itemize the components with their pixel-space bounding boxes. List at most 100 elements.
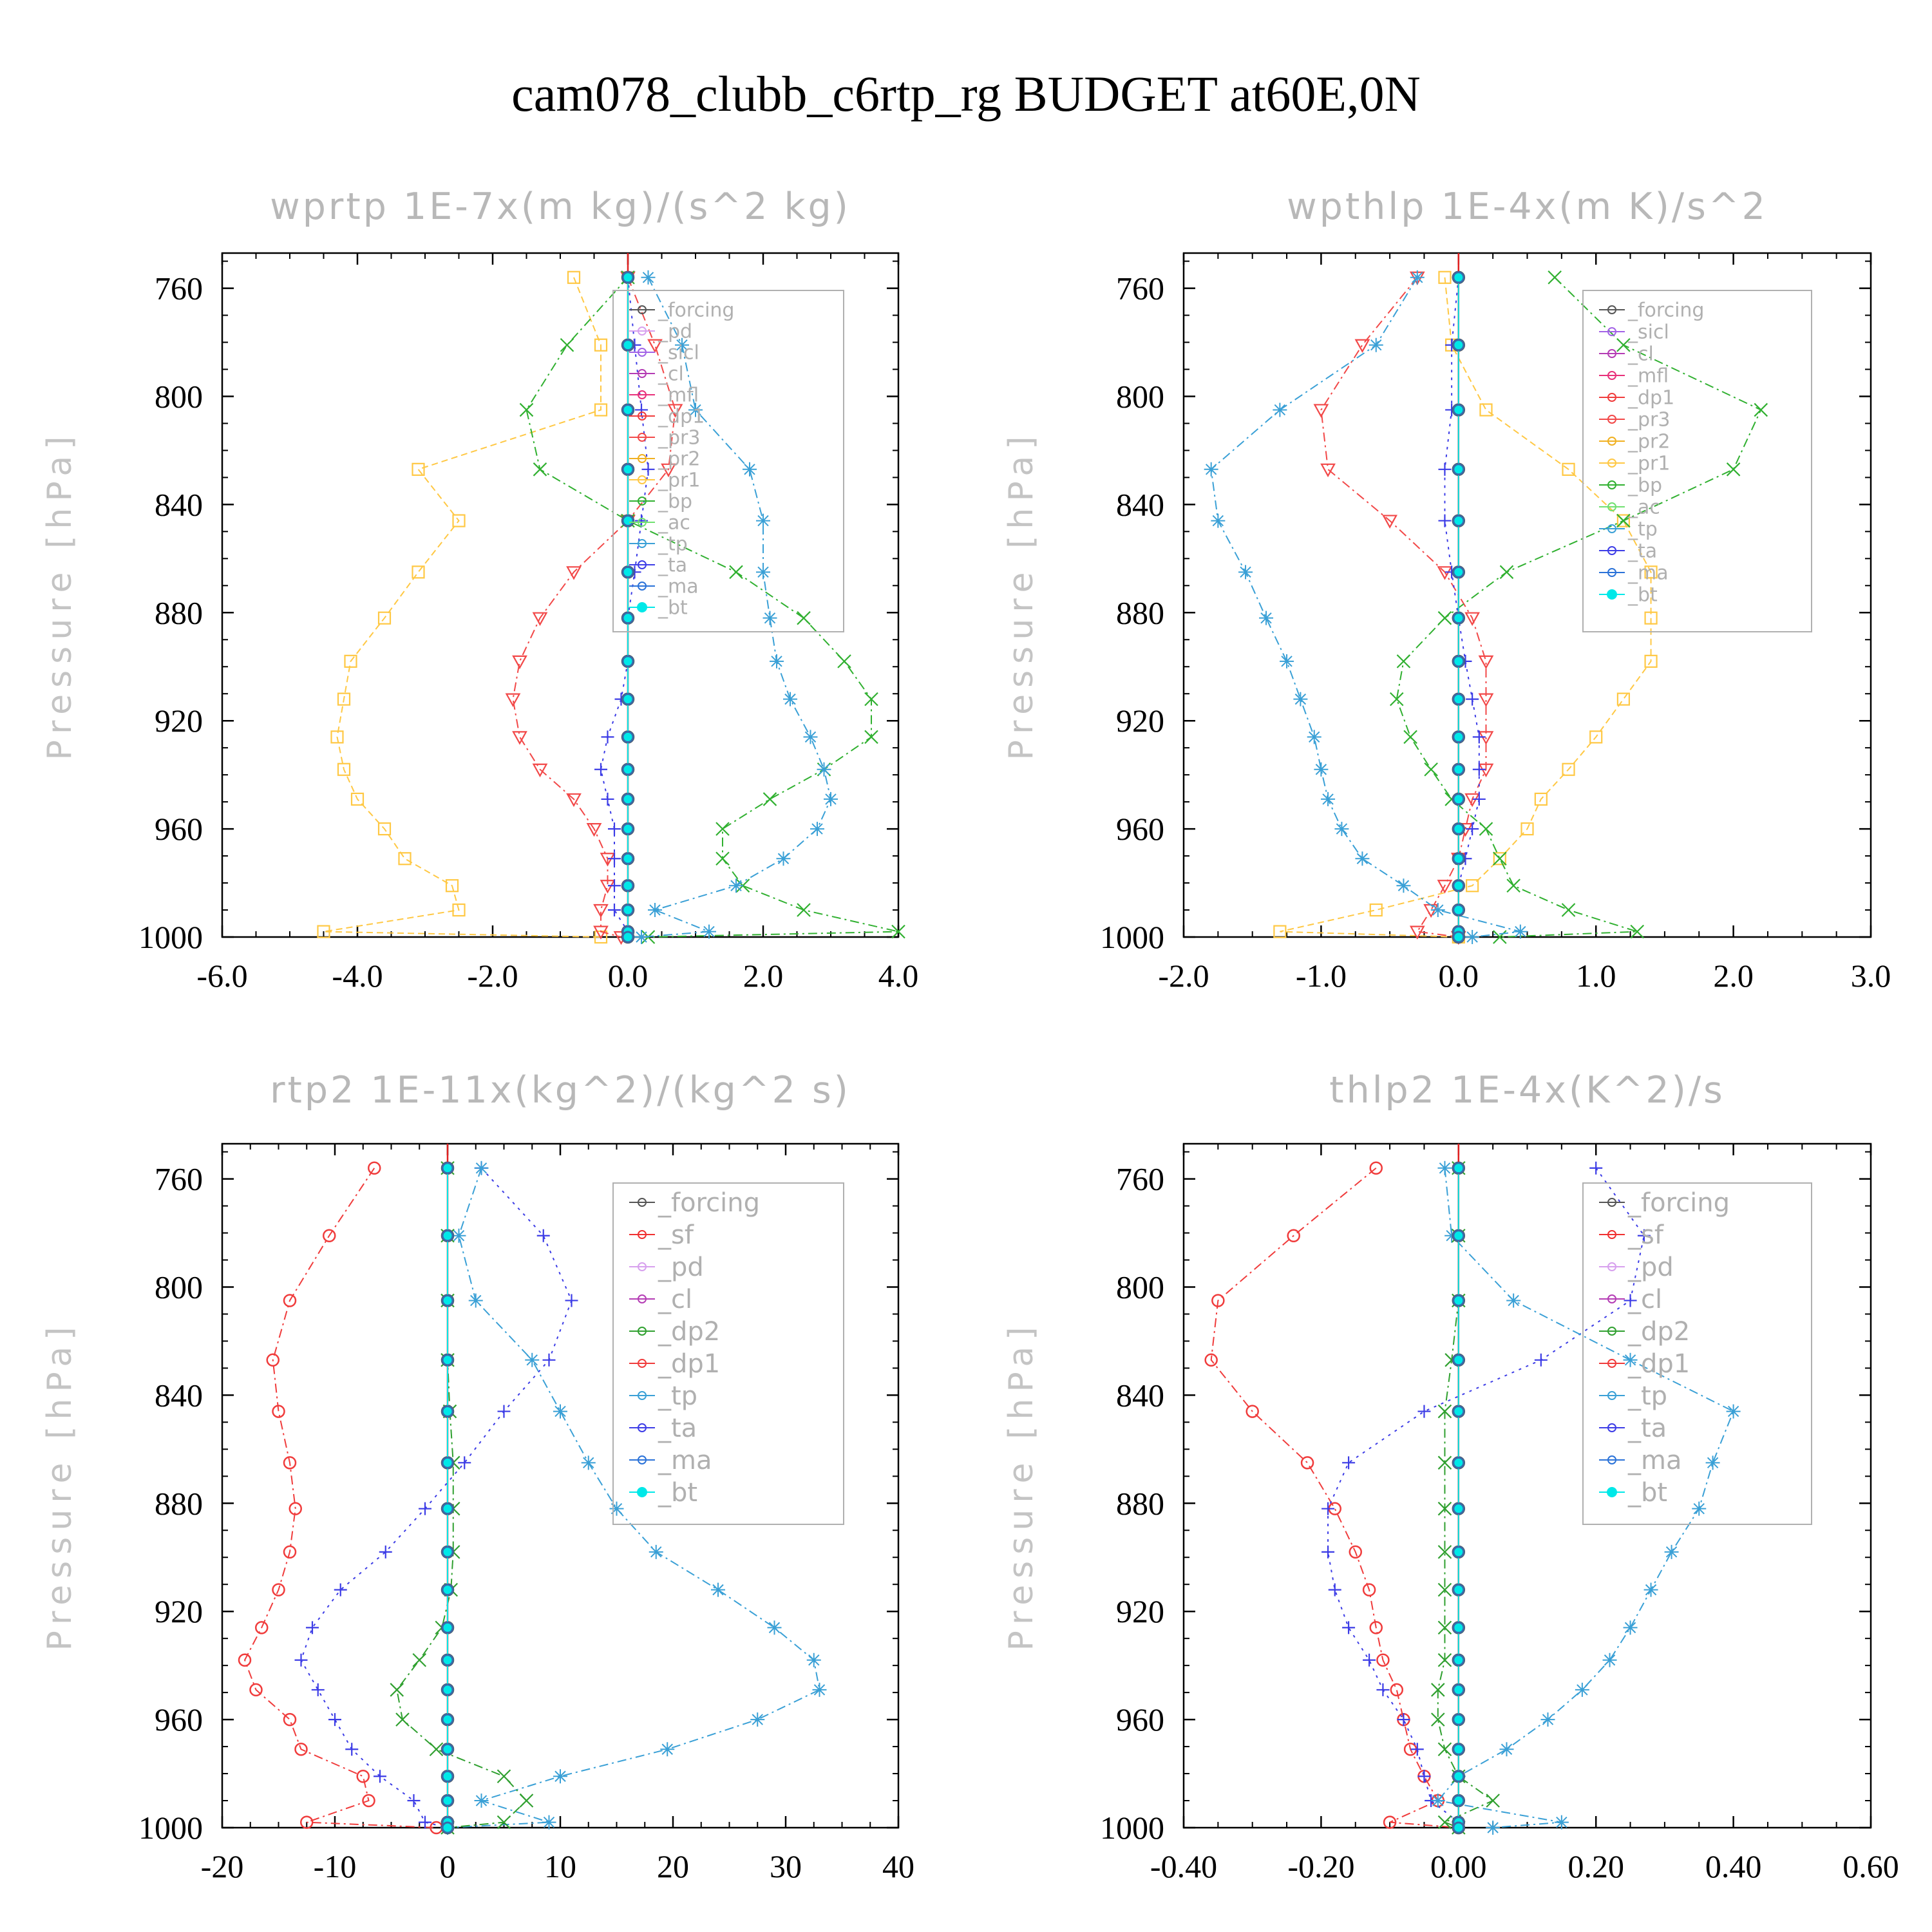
y-tick-label: 1000 <box>1100 919 1164 955</box>
legend-label: _bp <box>1627 475 1662 497</box>
point_ta <box>1376 1683 1390 1696</box>
legend-label: _ac <box>1627 497 1660 519</box>
point_bt <box>621 852 634 865</box>
point_bt <box>1452 655 1465 668</box>
point_bp <box>1630 924 1644 939</box>
point_tp <box>1513 924 1528 939</box>
point_tp <box>660 1742 675 1757</box>
point_dp1 <box>1245 1405 1259 1418</box>
point_bt <box>441 1546 454 1558</box>
panel-1: wprtp 1E-7x(m kg)/(s^2 kg) Pressure [hPa]… <box>41 185 918 994</box>
series_tp <box>634 270 838 944</box>
x-tick-label: 1.0 <box>1576 958 1616 994</box>
point_bt <box>441 1229 454 1242</box>
point_bt <box>621 693 634 706</box>
panels: wprtp 1E-7x(m kg)/(s^2 kg) Pressure [hPa]… <box>41 185 1899 1884</box>
point_bt <box>441 1162 454 1175</box>
legend-label: _bt <box>1627 1478 1667 1508</box>
legend-label: _pr3 <box>1627 409 1670 431</box>
point_pr3 <box>532 763 548 778</box>
series_tp <box>440 1160 827 1835</box>
legend-label: _dp1 <box>658 406 705 428</box>
legend-marker <box>1607 415 1616 424</box>
legend-label: _tp <box>658 1381 697 1411</box>
y-tick-label: 880 <box>155 1485 203 1521</box>
legend-marker <box>638 412 647 421</box>
point_dp2 <box>497 1815 511 1830</box>
x-tick-label: 0.00 <box>1430 1848 1487 1884</box>
point_tp <box>1430 1794 1445 1808</box>
legend-marker <box>1607 1327 1616 1336</box>
x-tick-label: 3.0 <box>1851 958 1891 994</box>
point_pr1 <box>1644 611 1658 625</box>
point_tp <box>641 270 656 285</box>
y-tick-label: 760 <box>1116 1161 1164 1197</box>
legend-marker <box>1607 589 1617 600</box>
x-tick-label: 4.0 <box>878 958 919 994</box>
point_tp <box>1643 1582 1658 1597</box>
point_dp2 <box>1437 1815 1452 1830</box>
point_dp1 <box>238 1653 252 1667</box>
panel-4: thlp2 1E-4x(K^2)/s Pressure [hPa] -0.40 -0.… <box>1002 1069 1899 1884</box>
point_ta <box>458 1456 471 1470</box>
legend-label: _pr1 <box>1627 453 1670 475</box>
point_bt <box>1452 565 1465 578</box>
legend-marker <box>638 1294 647 1303</box>
legend-marker <box>638 433 647 442</box>
y-axis-label: Pressure [hPa] <box>1002 430 1041 761</box>
legend-marker <box>1607 1391 1616 1400</box>
point_bp <box>1437 611 1452 625</box>
legend-label: _sf <box>1627 1220 1664 1250</box>
point_dp1 <box>289 1502 302 1515</box>
legend-label: _dp1 <box>658 1349 720 1379</box>
point_bt <box>1452 1621 1465 1634</box>
y-tick-label: 800 <box>1116 1269 1164 1305</box>
point_tp <box>553 1404 567 1419</box>
legend-label: _forcing <box>658 299 734 322</box>
point_ta <box>419 1815 431 1829</box>
x-tick-label: -2.0 <box>1158 958 1209 994</box>
point_bt <box>621 271 634 284</box>
point_pr1 <box>337 762 351 776</box>
point_bp <box>519 402 534 417</box>
panel-2: wpthlp 1E-4x(m K)/s^2 Pressure [hPa] -2.0 -… <box>1002 185 1891 994</box>
legend-marker <box>638 497 647 506</box>
point_tp <box>1705 1455 1720 1470</box>
legend-marker <box>638 1359 647 1368</box>
point_ta <box>608 904 621 917</box>
point_tp <box>1692 1501 1707 1516</box>
point_pr3 <box>512 655 527 670</box>
point_bt <box>1452 1770 1465 1783</box>
point_ta <box>1589 1161 1603 1175</box>
point_dp1 <box>356 1769 370 1783</box>
legend-marker <box>638 390 647 399</box>
legend-marker <box>638 369 647 378</box>
series_bt <box>1452 1144 1465 1834</box>
x-tick-label: 0.0 <box>608 958 649 994</box>
point_dp2 <box>1437 1404 1452 1419</box>
series_bt <box>1452 253 1465 943</box>
point_ta <box>1342 1456 1356 1470</box>
point_ta <box>641 462 655 476</box>
point_tp <box>648 903 662 918</box>
point_ta <box>1438 514 1452 527</box>
point_tp <box>468 1293 483 1308</box>
point_tp <box>812 1682 827 1697</box>
point_dp1 <box>1300 1456 1314 1470</box>
point_bt <box>1452 1294 1465 1307</box>
point_pr1 <box>1466 879 1479 893</box>
point_ta <box>608 822 621 836</box>
point_ta <box>1472 792 1486 806</box>
point_tp <box>1486 1821 1501 1835</box>
x-tick-label: 2.0 <box>743 958 784 994</box>
point_bt <box>1452 730 1465 743</box>
point_bp <box>1479 822 1493 836</box>
legend-marker <box>1607 371 1616 380</box>
legend-label: _pr1 <box>658 469 700 492</box>
legend-marker <box>1607 480 1616 489</box>
point_bp <box>1754 402 1768 417</box>
point_ta <box>1342 1621 1356 1634</box>
panel-title: wpthlp 1E-4x(m K)/s^2 <box>1287 185 1768 228</box>
point_bp <box>1506 878 1520 893</box>
y-tick-label: 920 <box>155 703 203 739</box>
